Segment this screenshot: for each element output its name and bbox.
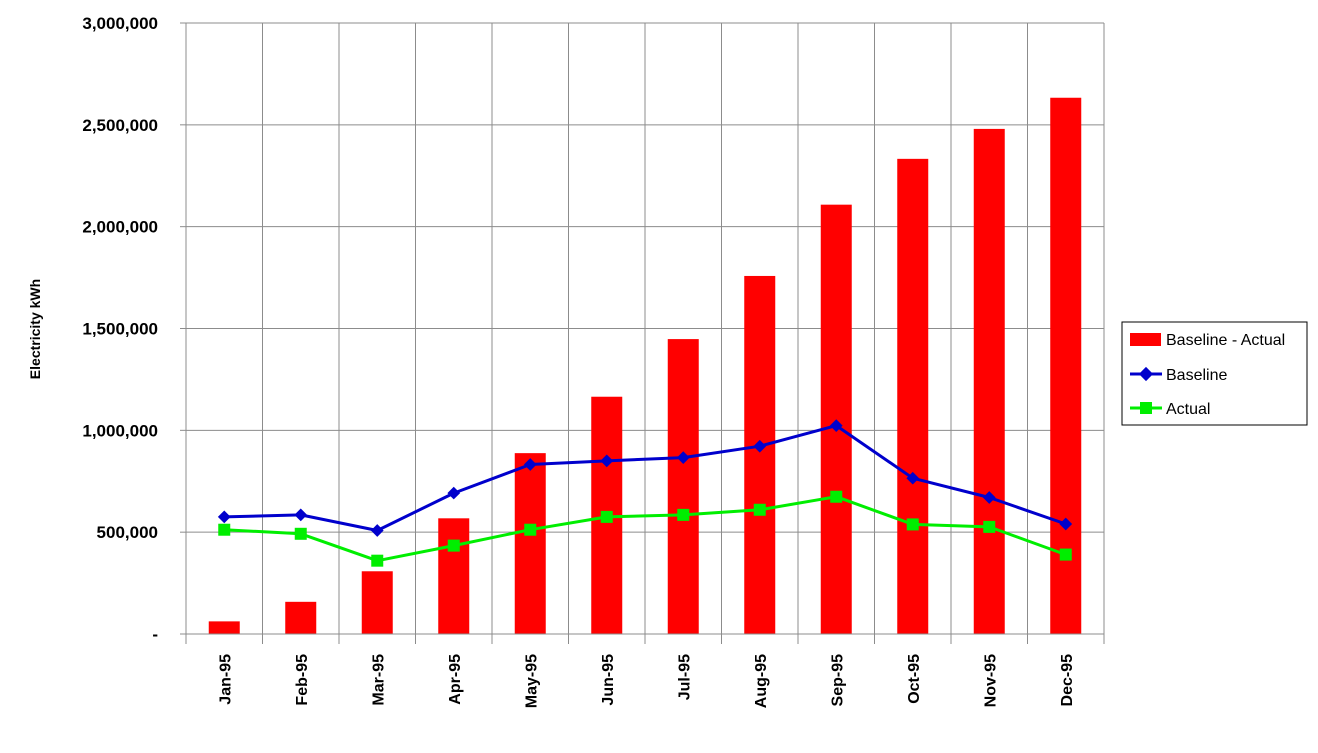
x-tick-label: Jan-95 <box>217 654 234 705</box>
point-actual <box>983 520 996 533</box>
gridlines <box>185 22 1105 634</box>
x-tick-label: Nov-95 <box>982 654 999 707</box>
bar-baseline-actual <box>897 158 929 634</box>
point-actual <box>830 490 843 503</box>
bar-series <box>208 97 1082 635</box>
x-tick-label: Jun-95 <box>600 654 617 706</box>
point-actual <box>1059 548 1072 561</box>
point-actual <box>218 523 231 536</box>
x-tick-label: Apr-95 <box>447 654 464 705</box>
point-actual <box>371 554 384 567</box>
bar-baseline-actual <box>361 571 393 634</box>
bar-baseline-actual <box>744 275 776 634</box>
y-tick-label: 1,000,000 <box>82 421 158 440</box>
legend: Baseline - Actual Baseline Actual <box>1121 321 1308 426</box>
y-tick-label: 500,000 <box>97 523 158 542</box>
point-baseline <box>217 510 231 524</box>
legend-label-baseline: Baseline <box>1166 367 1227 384</box>
y-tick-label: - <box>152 625 158 644</box>
point-actual <box>600 510 613 523</box>
y-tick-label: 1,500,000 <box>82 320 158 339</box>
x-tick-labels: Jan-95 Feb-95 Mar-95 Apr-95 May-95 Jun-95 Jul-… <box>217 654 1076 708</box>
x-tick-label: Dec-95 <box>1059 654 1076 707</box>
point-baseline <box>370 524 384 537</box>
point-actual <box>753 503 766 516</box>
bar-baseline-actual <box>1050 97 1082 634</box>
point-actual <box>677 508 690 521</box>
x-tick-label: Jul-95 <box>676 654 693 700</box>
bar-baseline-actual <box>285 601 317 634</box>
bar-baseline-actual <box>208 621 240 634</box>
y-tick-label: 3,000,000 <box>82 14 158 33</box>
legend-label-baseline-actual: Baseline - Actual <box>1166 332 1285 349</box>
legend-label-actual: Actual <box>1166 401 1210 418</box>
point-actual <box>906 518 919 531</box>
point-actual <box>294 527 307 540</box>
axes <box>180 22 1105 644</box>
point-actual <box>524 523 537 536</box>
y-tick-label: 2,000,000 <box>82 218 158 237</box>
x-tick-label: Feb-95 <box>294 654 311 706</box>
x-tick-label: Mar-95 <box>370 654 387 706</box>
legend-marker-baseline <box>1138 366 1154 382</box>
bar-baseline-actual <box>514 453 546 634</box>
legend-marker-actual <box>1140 402 1152 414</box>
point-baseline <box>294 508 308 522</box>
x-tick-label: Sep-95 <box>829 654 846 707</box>
line-baseline <box>224 424 1067 532</box>
x-tick-label: Oct-95 <box>906 654 923 704</box>
point-baseline <box>447 486 461 500</box>
y-axis-label: Electricity kWh <box>27 279 43 379</box>
legend-swatch-baseline-actual <box>1130 333 1161 346</box>
y-tick-labels: - 500,000 1,000,000 1,500,000 2,000,000 2,500… <box>82 14 158 644</box>
bar-baseline-actual <box>438 518 470 634</box>
bar-baseline-actual <box>667 339 699 634</box>
line-series <box>224 424 1067 563</box>
y-tick-label: 2,500,000 <box>82 116 158 135</box>
line-actual <box>224 495 1067 563</box>
x-tick-label: Aug-95 <box>753 654 770 708</box>
bar-baseline-actual <box>973 128 1005 634</box>
point-actual <box>447 539 460 552</box>
x-tick-label: May-95 <box>523 654 540 708</box>
